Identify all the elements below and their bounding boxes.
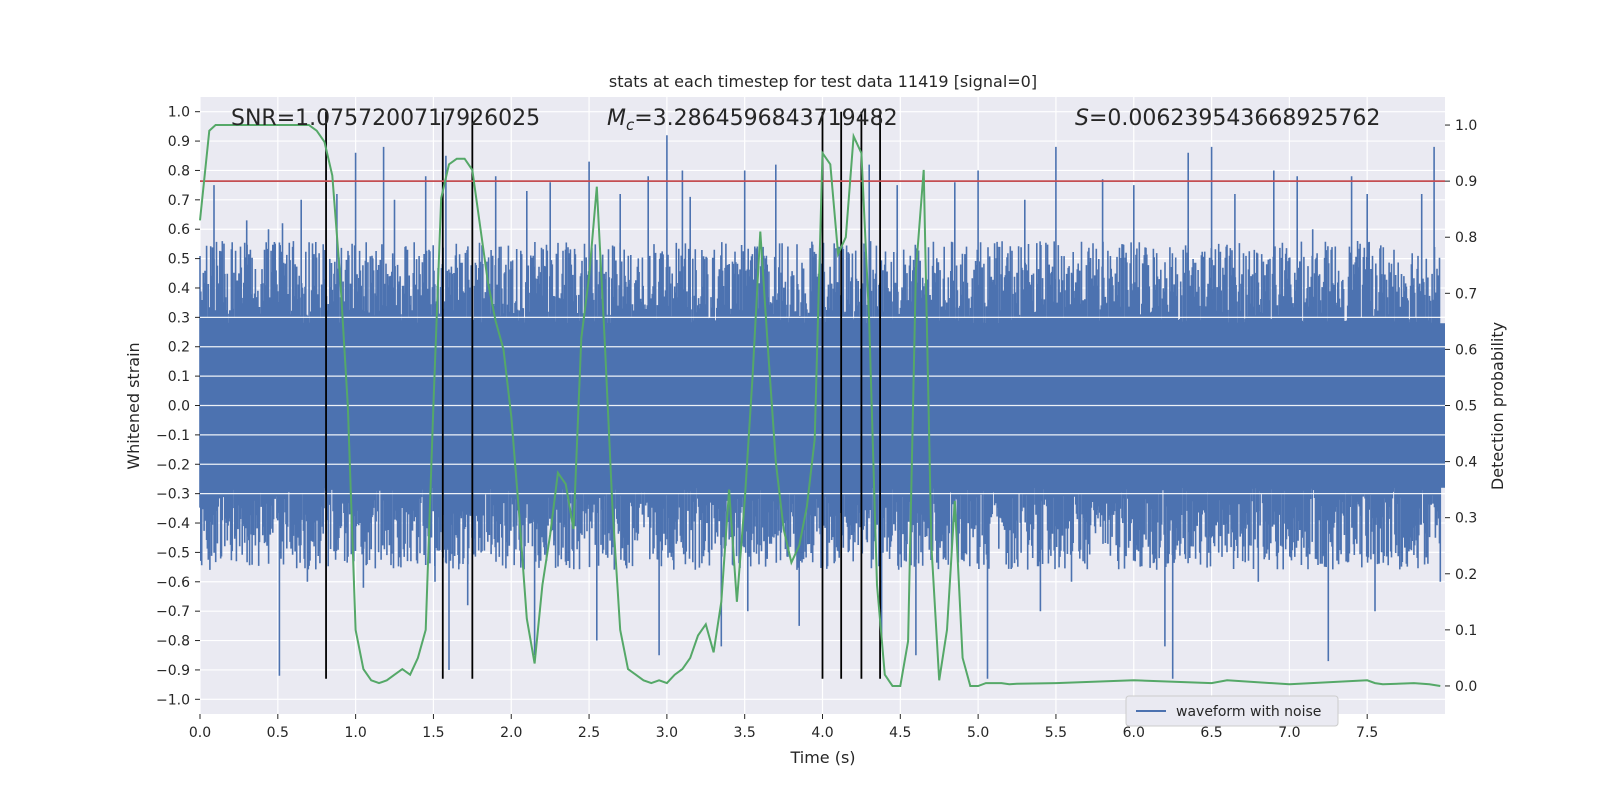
chart-title: stats at each timestep for test data 114… <box>609 72 1037 91</box>
y-tick-label: −0.4 <box>156 516 190 532</box>
y2-tick-label: 0.3 <box>1455 511 1477 527</box>
snr-annotation: SNR=1.0757200717926025 <box>231 106 540 131</box>
x-tick-label: 7.5 <box>1356 725 1378 741</box>
y2-tick-label: 0.8 <box>1455 230 1477 246</box>
y-tick-label: −0.7 <box>156 604 190 620</box>
x-tick-label: 6.5 <box>1200 725 1222 741</box>
x-tick-label: 4.0 <box>811 725 833 741</box>
y2-tick-label: 0.7 <box>1455 286 1477 302</box>
x-tick-label: 2.0 <box>500 725 522 741</box>
x-tick-label: 1.5 <box>422 725 444 741</box>
y2-tick-label: 0.9 <box>1455 174 1477 190</box>
y-tick-label: −0.9 <box>156 663 190 679</box>
x-axis: 0.0 0.5 1.0 1.5 2.0 2.5 3.0 3.5 4.0 4.5 5.0 5.5 6.0 6… <box>189 714 1378 741</box>
y2-tick-label: 0.2 <box>1455 567 1477 583</box>
x-tick-label: 7.0 <box>1278 725 1300 741</box>
mc-value: =3.2864596843719482 <box>634 106 897 131</box>
y-tick-label: 0.0 <box>168 399 190 415</box>
mc-subscript: c <box>626 116 635 134</box>
y2-tick-label: 0.4 <box>1455 455 1477 471</box>
y-tick-label: −0.5 <box>156 545 190 561</box>
s-symbol: S <box>1075 106 1089 131</box>
vertical-lines <box>325 111 881 679</box>
y-tick-label: −0.3 <box>156 487 190 503</box>
y2-tick-label: 0.1 <box>1455 623 1477 639</box>
y-axis-left: 1.0 0.9 0.8 0.7 0.6 0.5 0.4 0.3 0.2 0.1 0.0 −0.1 −0.… <box>156 105 200 708</box>
s-annotation: S=0.006239543668925762 <box>1075 106 1380 131</box>
x-tick-label: 6.0 <box>1123 725 1145 741</box>
s-value: =0.006239543668925762 <box>1089 106 1380 131</box>
mc-symbol: M <box>607 106 626 131</box>
y-tick-label: 0.3 <box>168 310 190 326</box>
x-axis-label: Time (s) <box>789 748 855 767</box>
x-tick-label: 0.5 <box>267 725 289 741</box>
probability-line <box>199 124 1441 687</box>
y-tick-label: 0.7 <box>168 193 190 209</box>
y2-axis-label: Detection probability <box>1488 322 1507 490</box>
legend-box <box>1125 695 1339 727</box>
y-tick-label: 0.6 <box>168 222 190 238</box>
legend-label: waveform with noise <box>1176 704 1321 720</box>
x-tick-label: 3.0 <box>656 725 678 741</box>
y-tick-label: −0.6 <box>156 575 190 591</box>
y2-tick-label: 0.6 <box>1455 342 1477 358</box>
x-tick-label: 4.5 <box>889 725 911 741</box>
y-tick-label: −0.2 <box>156 457 190 473</box>
y2-tick-label: 1.0 <box>1455 118 1477 134</box>
legend: waveform with noise <box>1125 695 1339 727</box>
x-tick-label: 5.5 <box>1045 725 1067 741</box>
y-axis-right: 1.0 0.9 0.8 0.7 0.6 0.5 0.4 0.3 0.2 0.1 0.0 <box>1445 118 1477 695</box>
y2-tick-label: 0.0 <box>1455 679 1477 695</box>
y-axis-label: Whitened strain <box>124 342 143 469</box>
x-tick-label: 1.0 <box>344 725 366 741</box>
x-tick-label: 5.0 <box>967 725 989 741</box>
y2-tick-label: 0.5 <box>1455 399 1477 415</box>
y-tick-label: −0.8 <box>156 634 190 650</box>
y-tick-label: 1.0 <box>168 105 190 121</box>
x-tick-label: 3.5 <box>734 725 756 741</box>
y-tick-label: −1.0 <box>156 692 190 708</box>
y-tick-label: 0.8 <box>168 163 190 179</box>
y-tick-label: 0.4 <box>168 281 190 297</box>
y-tick-label: 0.2 <box>168 340 190 356</box>
x-tick-label: 0.0 <box>189 725 211 741</box>
x-tick-label: 2.5 <box>578 725 600 741</box>
y-tick-label: 0.1 <box>168 369 190 385</box>
mc-annotation: Mc=3.2864596843719482 <box>607 106 898 134</box>
y-tick-label: 0.5 <box>168 252 190 268</box>
y-tick-label: −0.1 <box>156 428 190 444</box>
y-tick-label: 0.9 <box>168 134 190 150</box>
